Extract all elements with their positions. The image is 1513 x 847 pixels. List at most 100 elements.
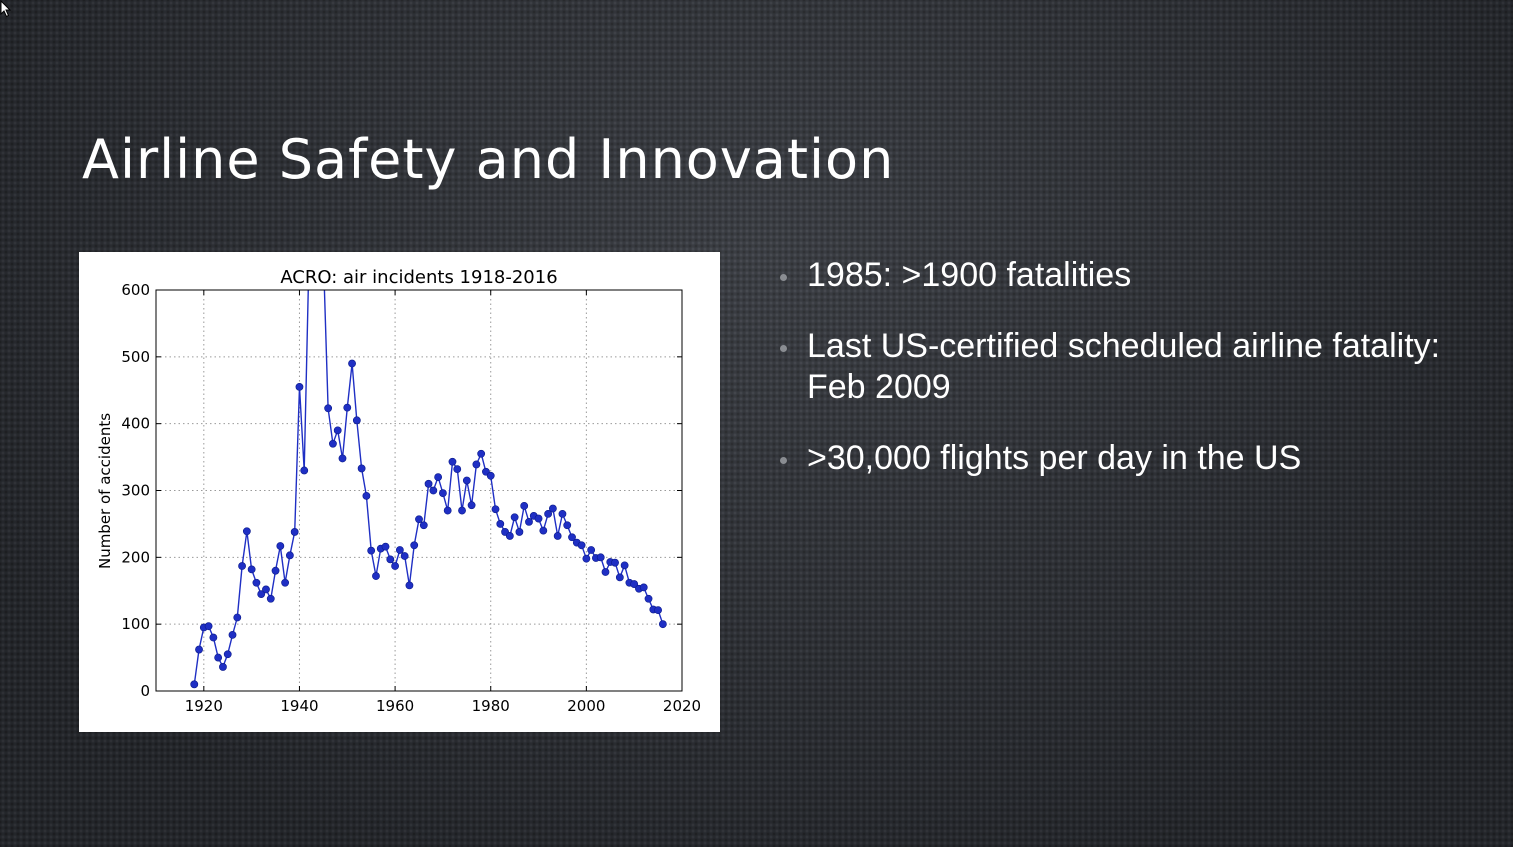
data-point — [415, 515, 423, 524]
bullet-item: >30,000 flights per day in the US — [780, 438, 1460, 479]
data-point — [333, 426, 342, 435]
data-point — [357, 464, 366, 473]
data-point — [644, 594, 653, 603]
data-point — [611, 558, 619, 567]
x-tick-label: 1920 — [185, 697, 223, 715]
x-tick-label: 1960 — [376, 697, 414, 715]
data-point — [395, 546, 404, 554]
y-tick-label: 100 — [121, 615, 150, 633]
chart-title: ACRO: air incidents 1918-2016 — [280, 267, 557, 288]
data-point — [285, 551, 294, 560]
data-point — [305, 253, 312, 260]
data-point — [271, 566, 280, 575]
data-point — [348, 359, 356, 368]
data-point — [563, 521, 572, 530]
y-tick-label: 600 — [121, 281, 150, 299]
y-axis-label: Number of accidents — [96, 413, 114, 569]
grid-lines — [156, 289, 683, 692]
data-point — [620, 561, 629, 570]
data-point — [367, 546, 376, 555]
data-point — [525, 518, 533, 526]
x-tick-label: 2020 — [663, 697, 701, 715]
data-point — [654, 606, 662, 615]
data-point — [453, 465, 462, 474]
data-point — [228, 630, 237, 639]
bullet-text: >30,000 flights per day in the US — [807, 439, 1302, 477]
data-point — [242, 527, 251, 536]
data-point — [362, 491, 371, 500]
data-point — [252, 578, 261, 587]
data-point — [343, 403, 352, 412]
data-point — [553, 532, 562, 540]
data-point — [295, 383, 304, 391]
y-tick-label: 400 — [121, 415, 150, 433]
data-point — [577, 541, 586, 550]
data-point — [467, 501, 476, 510]
data-point — [400, 552, 409, 560]
data-point — [209, 633, 218, 642]
y-tick-label: 0 — [140, 682, 150, 700]
data-point — [448, 457, 457, 466]
series-line — [193, 290, 664, 685]
data-point — [372, 572, 380, 580]
mouse-cursor-icon — [0, 0, 12, 18]
data-point — [410, 541, 419, 550]
data-point — [443, 506, 452, 515]
data-point — [548, 504, 557, 513]
slide-title: Airline Safety and Innovation — [82, 128, 895, 191]
bullet-item: 1985: >1900 fatalities — [780, 255, 1460, 296]
data-point — [558, 509, 567, 518]
data-point — [439, 489, 447, 498]
data-point — [324, 404, 333, 413]
bullet-item: Last US-certified scheduled airline fata… — [780, 326, 1460, 408]
y-tick-label: 300 — [121, 482, 150, 500]
data-point — [491, 505, 500, 514]
data-point — [658, 620, 667, 629]
data-point — [462, 476, 471, 485]
data-point — [238, 562, 246, 570]
plot-frame — [155, 289, 683, 692]
data-point — [424, 479, 433, 488]
data-point — [190, 680, 199, 689]
data-point — [434, 473, 443, 482]
bullet-dot-icon — [780, 345, 787, 352]
data-point — [290, 528, 299, 536]
x-tick-label: 1940 — [280, 697, 318, 715]
tick-labels: 1920 1940 1960 1980 2000 2020 0 100 200 300 400 500… — [121, 281, 701, 715]
bullet-dot-icon — [780, 274, 787, 281]
series-layer — [190, 253, 667, 689]
x-tick-label: 1980 — [472, 697, 510, 715]
chart-panel: 1920 1940 1960 1980 2000 2020 0 100 200 300 400 500… — [79, 252, 720, 732]
data-point — [329, 439, 337, 448]
data-point — [510, 513, 519, 522]
data-point — [276, 542, 285, 550]
data-point — [515, 528, 524, 536]
y-tick-label: 500 — [121, 348, 150, 366]
y-tick-label: 200 — [121, 548, 150, 566]
data-point — [266, 594, 275, 603]
x-tick-label: 2000 — [567, 697, 605, 715]
data-point — [568, 533, 576, 542]
bullet-text: 1985: >1900 fatalities — [807, 256, 1132, 294]
bullet-list: 1985: >1900 fatalities Last US-certified… — [780, 255, 1460, 509]
data-point — [391, 562, 399, 570]
data-point — [601, 568, 610, 576]
data-point — [281, 578, 290, 587]
data-point — [458, 506, 466, 515]
data-point — [534, 514, 543, 523]
data-point — [596, 553, 605, 562]
data-point — [419, 521, 428, 530]
data-point — [262, 585, 270, 594]
data-point — [204, 622, 213, 631]
data-point — [320, 253, 327, 260]
data-point — [257, 590, 266, 598]
data-point — [247, 565, 256, 574]
bullet-text: Last US-certified scheduled airline fata… — [807, 327, 1441, 406]
data-point — [405, 581, 414, 590]
data-point — [472, 460, 481, 469]
bullet-dot-icon — [780, 457, 787, 464]
data-point — [486, 471, 495, 480]
data-point — [630, 580, 639, 588]
data-point — [587, 546, 596, 554]
data-point — [300, 466, 309, 475]
